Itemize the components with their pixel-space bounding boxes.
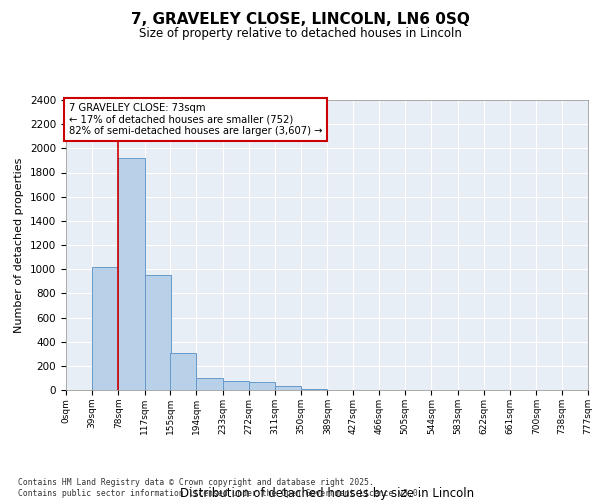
Bar [196,378,223,390]
Bar [275,386,301,390]
Bar [249,382,275,390]
Y-axis label: Number of detached properties: Number of detached properties [14,158,25,332]
Text: Contains HM Land Registry data © Crown copyright and database right 2025.
Contai: Contains HM Land Registry data © Crown c… [18,478,422,498]
Text: Size of property relative to detached houses in Lincoln: Size of property relative to detached ho… [139,28,461,40]
Bar [118,158,145,390]
Bar [145,275,171,390]
Bar [92,267,118,390]
Bar [170,352,196,390]
Text: 7 GRAVELEY CLOSE: 73sqm
← 17% of detached houses are smaller (752)
82% of semi-d: 7 GRAVELEY CLOSE: 73sqm ← 17% of detache… [68,103,322,136]
Bar [223,381,249,390]
X-axis label: Distribution of detached houses by size in Lincoln: Distribution of detached houses by size … [180,487,474,500]
Text: 7, GRAVELEY CLOSE, LINCOLN, LN6 0SQ: 7, GRAVELEY CLOSE, LINCOLN, LN6 0SQ [131,12,469,28]
